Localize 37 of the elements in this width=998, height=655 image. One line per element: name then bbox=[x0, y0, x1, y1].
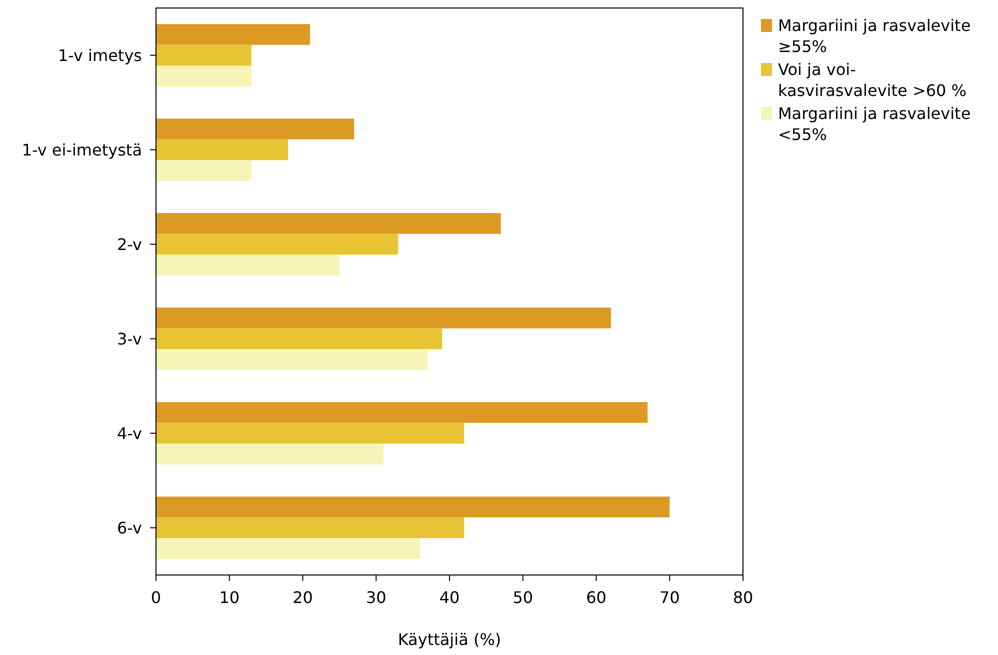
x-tick-label: 30 bbox=[366, 588, 386, 607]
bar bbox=[156, 349, 428, 370]
bar bbox=[156, 118, 354, 140]
bar bbox=[156, 66, 252, 86]
y-tick-label: 3-v bbox=[117, 329, 142, 348]
bar bbox=[156, 160, 252, 181]
y-tick-label: 4-v bbox=[117, 424, 142, 443]
bar bbox=[156, 444, 384, 464]
x-tick-label: 0 bbox=[150, 588, 162, 607]
legend-label: Margariini ja rasvalevite <55% bbox=[778, 104, 971, 144]
x-tick-label: 50 bbox=[512, 588, 534, 607]
x-tick-label: 70 bbox=[659, 588, 680, 607]
y-tick-label: 1-v ei-imetystä bbox=[22, 140, 142, 160]
x-tick-label: 80 bbox=[732, 588, 754, 607]
bar bbox=[156, 254, 340, 276]
bar bbox=[156, 213, 501, 234]
bar bbox=[156, 24, 310, 45]
legend-label: Margariini ja rasvalevite ≥55% bbox=[778, 16, 971, 56]
x-tick-label: 10 bbox=[219, 588, 240, 607]
y-tick-label: 1-v imetys bbox=[58, 46, 142, 65]
bar bbox=[156, 234, 398, 255]
bar bbox=[156, 496, 670, 518]
y-tick-label: 2-v bbox=[117, 234, 142, 254]
legend-label: Voi ja voi-kasvirasvalevite >60 % bbox=[778, 60, 966, 100]
bar bbox=[156, 402, 648, 423]
y-tick-label: 6-v bbox=[117, 518, 142, 538]
x-tick-label: 60 bbox=[586, 588, 606, 607]
bar bbox=[156, 139, 288, 160]
bar bbox=[156, 422, 464, 444]
bar bbox=[156, 328, 442, 350]
bar bbox=[156, 44, 252, 66]
x-tick-label: 40 bbox=[439, 588, 460, 607]
x-axis-title: Käyttäjiä (%) bbox=[398, 630, 502, 649]
bar bbox=[156, 308, 611, 328]
bar bbox=[156, 517, 464, 538]
bar bbox=[156, 538, 420, 559]
x-tick-label: 20 bbox=[292, 588, 313, 607]
